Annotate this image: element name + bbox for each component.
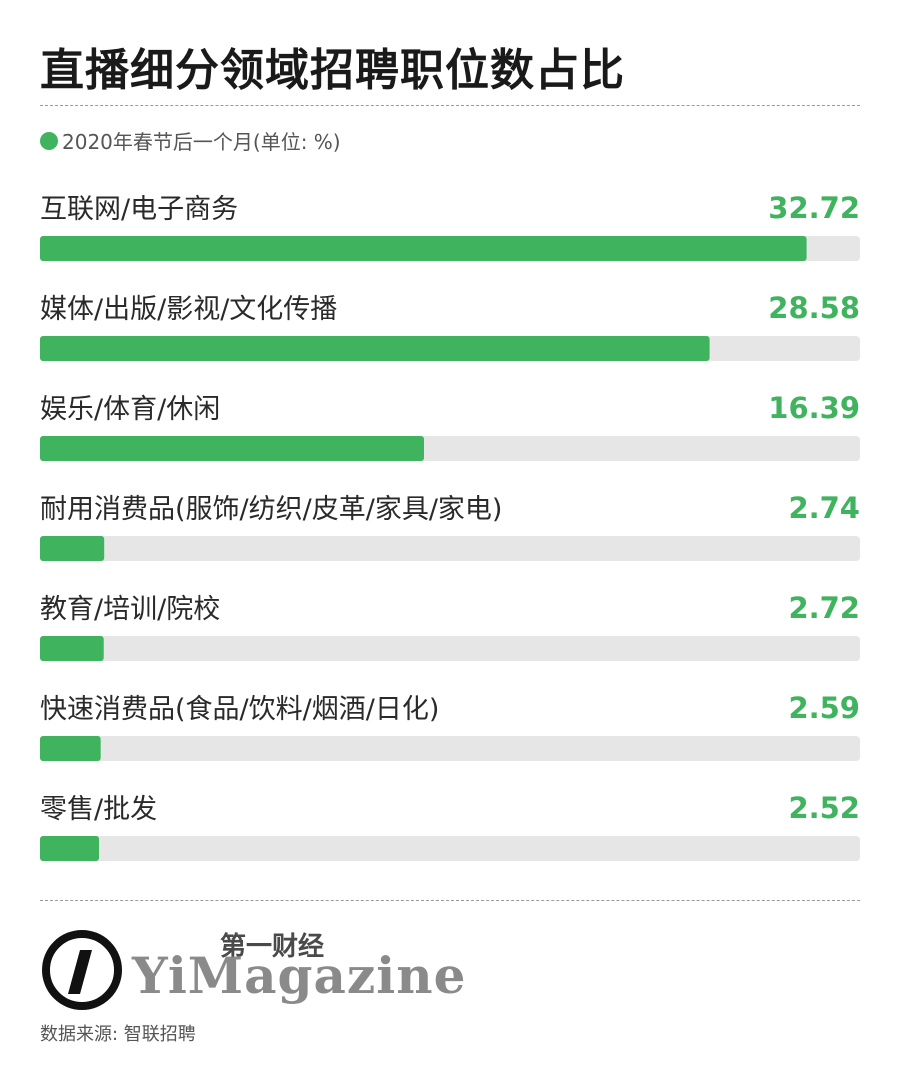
category-label: 娱乐/体育/休闲 (40, 394, 220, 425)
category-label: 互联网/电子商务 (40, 194, 238, 225)
category-label: 媒体/出版/影视/文化传播 (40, 294, 337, 325)
category-label: 耐用消费品(服饰/纺织/皮革/家具/家电) (40, 494, 502, 525)
data-source: 数据来源: 智联招聘 (40, 1024, 196, 1045)
logo-chinese-name: 第一财经 (220, 932, 325, 962)
bar-track (40, 536, 860, 561)
bar (40, 536, 105, 561)
bar (40, 636, 104, 661)
category-label: 快速消费品(食品/饮料/烟酒/日化) (40, 694, 439, 725)
yi-circle-logo-icon (42, 930, 122, 1010)
category-label: 零售/批发 (40, 794, 157, 825)
bar (40, 436, 424, 461)
value-label: 2.52 (788, 791, 860, 825)
bottom-divider (40, 900, 860, 901)
subtitle-text: 2020年春节后一个月(单位: %) (62, 130, 341, 154)
value-label: 28.58 (768, 291, 860, 325)
bar-track (40, 836, 860, 861)
bar (40, 336, 710, 361)
logo-english-name: YiMagazine (132, 946, 467, 1005)
category-label: 教育/培训/院校 (40, 594, 220, 625)
value-label: 2.74 (788, 491, 860, 525)
top-divider (40, 105, 860, 106)
value-label: 32.72 (768, 191, 860, 225)
chart-title: 直播细分领域招聘职位数占比 (40, 45, 625, 96)
brand-logo: 第一财经 YiMagazine (40, 926, 465, 1016)
bar (40, 736, 101, 761)
value-label: 16.39 (768, 391, 860, 425)
legend-dot-icon (40, 131, 58, 150)
value-label: 2.72 (788, 591, 860, 625)
value-label: 2.59 (788, 691, 860, 725)
bar-track (40, 736, 860, 761)
chart-subtitle: 2020年春节后一个月(单位: %) (40, 126, 341, 155)
bar-track (40, 636, 860, 661)
bar (40, 236, 807, 261)
bar (40, 836, 100, 861)
